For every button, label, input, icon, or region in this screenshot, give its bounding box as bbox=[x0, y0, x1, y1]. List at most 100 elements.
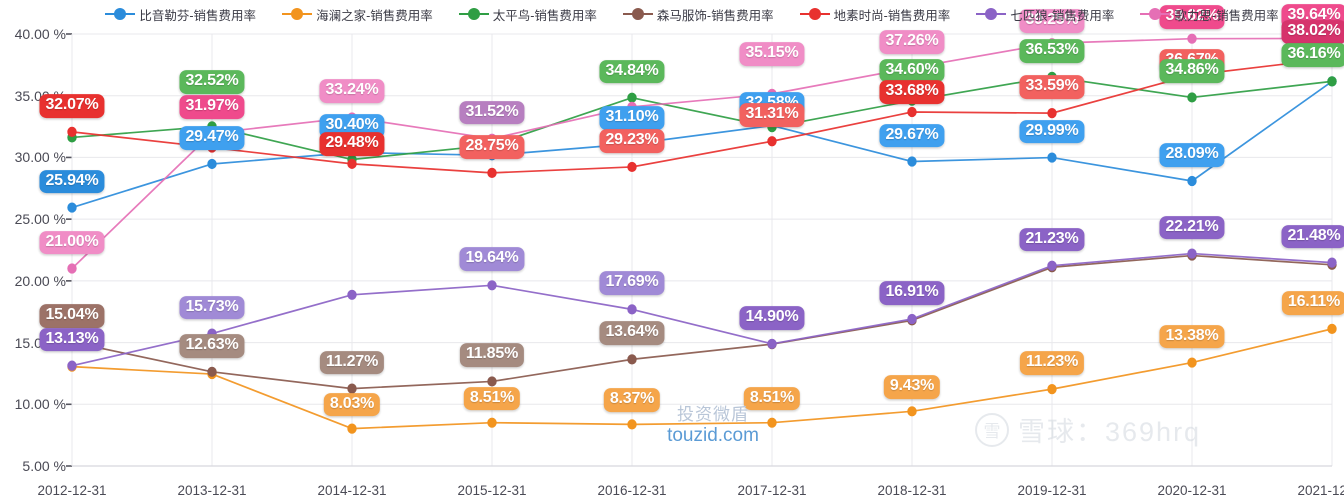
series-point[interactable] bbox=[907, 406, 917, 417]
data-point-label: 16.91% bbox=[879, 281, 945, 305]
series-point[interactable] bbox=[347, 158, 357, 169]
x-axis-label: 2017-12-31 bbox=[737, 483, 807, 498]
legend-dot-icon bbox=[467, 8, 480, 20]
data-point-label: 33.68% bbox=[879, 80, 945, 104]
series-point[interactable] bbox=[487, 417, 497, 428]
legend-marker-icon bbox=[1140, 8, 1171, 20]
series-point[interactable] bbox=[487, 280, 497, 291]
legend-item[interactable]: 海澜之家-销售费用率 bbox=[282, 5, 433, 24]
x-axis-label: 2013-12-31 bbox=[177, 483, 247, 498]
legend-dot-icon bbox=[631, 8, 644, 20]
data-point-label: 38.02% bbox=[1281, 20, 1344, 45]
series-line bbox=[71, 252, 1333, 367]
legend-dot-icon bbox=[808, 8, 821, 20]
series-point[interactable] bbox=[487, 167, 497, 178]
series-point[interactable] bbox=[67, 126, 77, 137]
data-point-label: 37.26% bbox=[879, 29, 945, 54]
legend-item[interactable]: 太平鸟-销售费用率 bbox=[458, 5, 597, 24]
series-line bbox=[71, 80, 1333, 209]
series-point[interactable] bbox=[67, 360, 77, 371]
series-point[interactable] bbox=[627, 354, 637, 365]
legend-item-label: 地素时尚-销售费用率 bbox=[833, 8, 951, 23]
legend-item[interactable]: 歌力思-销售费用率 bbox=[1140, 5, 1279, 24]
series-point[interactable] bbox=[1187, 92, 1197, 103]
legend-item[interactable]: 地素时尚-销售费用率 bbox=[799, 5, 951, 24]
data-point-label: 14.90% bbox=[739, 305, 805, 330]
data-point-label: 34.86% bbox=[1159, 59, 1225, 84]
series-point[interactable] bbox=[1187, 357, 1197, 368]
series-point[interactable] bbox=[207, 366, 217, 377]
legend-item[interactable]: 七匹狼-销售费用率 bbox=[976, 5, 1114, 24]
data-point-label: 16.11% bbox=[1281, 290, 1344, 315]
series-line bbox=[71, 75, 1333, 161]
series-point[interactable] bbox=[67, 263, 77, 274]
data-point-label: 33.24% bbox=[319, 79, 385, 104]
data-point-label: 8.51% bbox=[743, 386, 801, 411]
data-point-label: 31.52% bbox=[459, 100, 525, 125]
series-point[interactable] bbox=[1047, 384, 1057, 395]
data-point-label: 12.63% bbox=[179, 333, 245, 358]
series-point[interactable] bbox=[347, 289, 357, 300]
series-point[interactable] bbox=[1187, 175, 1197, 187]
data-point-label: 34.84% bbox=[599, 59, 665, 84]
series-point[interactable] bbox=[627, 419, 637, 430]
data-point-label: 21.00% bbox=[39, 230, 105, 255]
y-axis-label: 40.00 % bbox=[14, 26, 66, 42]
series-point[interactable] bbox=[1187, 33, 1197, 44]
data-point-label: 29.47% bbox=[179, 126, 245, 150]
series-point[interactable] bbox=[767, 417, 777, 428]
data-point-label: 31.97% bbox=[179, 95, 245, 120]
series-point[interactable] bbox=[1327, 76, 1337, 87]
data-point-label: 31.31% bbox=[739, 103, 805, 128]
series-point[interactable] bbox=[1327, 323, 1337, 334]
y-axis-label: 20.00 % bbox=[14, 272, 66, 289]
data-point-label: 34.60% bbox=[879, 58, 945, 83]
legend-dot-icon bbox=[985, 8, 998, 20]
data-point-label: 25.94% bbox=[39, 169, 105, 194]
data-point-label: 28.09% bbox=[1159, 143, 1225, 167]
series-point[interactable] bbox=[67, 202, 77, 213]
data-point-label: 22.21% bbox=[1159, 215, 1225, 240]
data-point-label: 29.99% bbox=[1019, 119, 1085, 144]
y-axis-label: 25.00 % bbox=[14, 211, 66, 228]
data-point-label: 29.67% bbox=[879, 123, 945, 148]
chart-svg bbox=[66, 33, 1337, 467]
data-point-label: 11.27% bbox=[319, 350, 385, 375]
data-point-label: 8.51% bbox=[463, 386, 521, 411]
series-point[interactable] bbox=[1187, 248, 1197, 259]
legend-item[interactable]: 森马服饰-销售费用率 bbox=[622, 5, 774, 24]
series-point[interactable] bbox=[1047, 152, 1057, 163]
legend-dot-icon bbox=[291, 8, 304, 20]
series-point[interactable] bbox=[767, 338, 777, 349]
series-point[interactable] bbox=[1047, 108, 1057, 119]
x-axis-label: 2020-12-31 bbox=[1157, 483, 1227, 498]
series-point[interactable] bbox=[907, 106, 917, 118]
series-point[interactable] bbox=[487, 376, 497, 387]
series-point[interactable] bbox=[627, 304, 637, 315]
data-point-label: 21.48% bbox=[1281, 224, 1344, 249]
series-point[interactable] bbox=[767, 136, 777, 147]
data-point-label: 13.64% bbox=[599, 321, 665, 346]
series-point[interactable] bbox=[907, 156, 917, 167]
series-point[interactable] bbox=[627, 161, 637, 173]
series-point[interactable] bbox=[627, 92, 637, 103]
data-point-label: 28.75% bbox=[459, 134, 525, 159]
legend-item[interactable]: 比音勒芬-销售费用率 bbox=[105, 5, 256, 24]
data-point-label: 21.23% bbox=[1019, 227, 1085, 252]
chart-plot-area: 40.00 %35.00 %30.00 %25.00 %20.00 %15.00… bbox=[0, 4, 1344, 500]
series-point[interactable] bbox=[1047, 260, 1057, 271]
series-point[interactable] bbox=[347, 423, 357, 434]
data-point-label: 11.85% bbox=[459, 343, 525, 368]
x-axis-label: 2021-12-31 bbox=[1297, 483, 1344, 498]
data-point-label: 35.15% bbox=[739, 41, 805, 66]
series-point[interactable] bbox=[907, 313, 917, 325]
data-point-label: 29.23% bbox=[599, 129, 665, 153]
x-axis-label: 2012-12-31 bbox=[37, 483, 107, 498]
legend-dot-icon bbox=[1149, 8, 1162, 20]
data-point-label: 8.37% bbox=[603, 388, 661, 413]
data-point-label: 13.38% bbox=[1159, 324, 1225, 349]
legend-item-label: 森马服饰-销售费用率 bbox=[656, 8, 774, 23]
series-point[interactable] bbox=[1327, 257, 1337, 268]
series-point[interactable] bbox=[207, 158, 217, 170]
